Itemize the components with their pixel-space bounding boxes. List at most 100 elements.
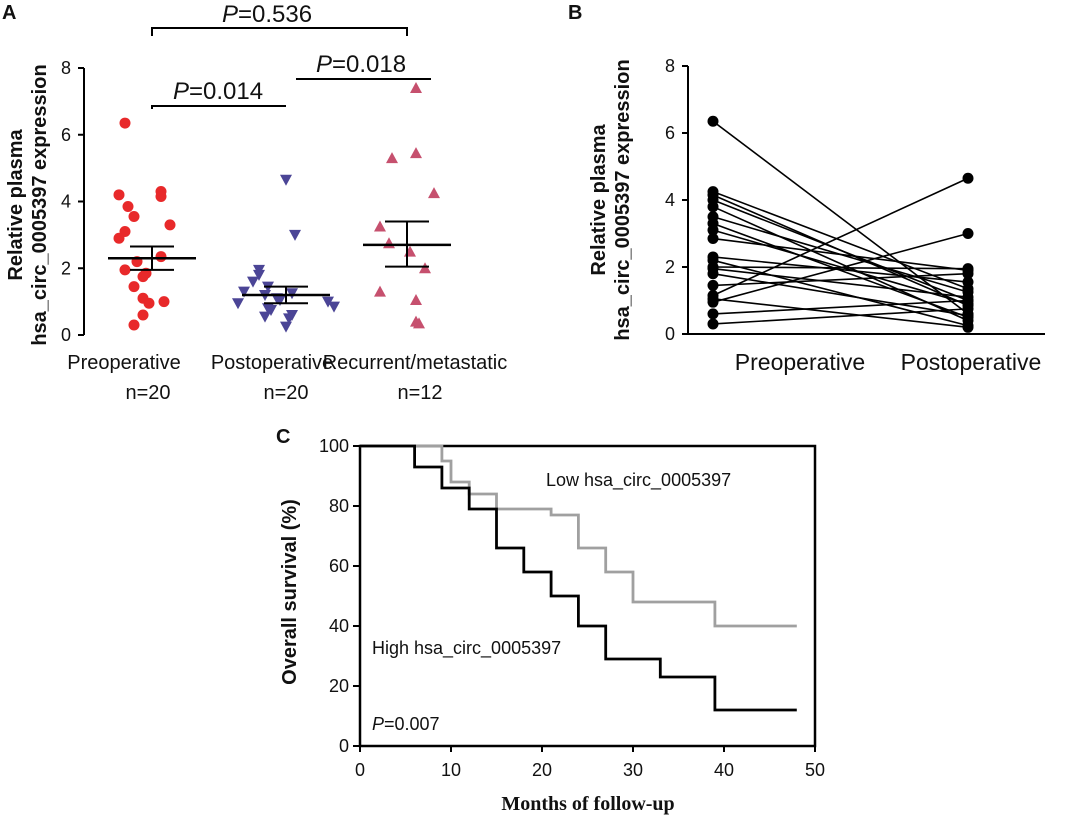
postoperative-point: [289, 229, 301, 241]
x-tick-label: 50: [805, 760, 825, 780]
recurrent-point: [383, 237, 395, 249]
postoperative-point: [280, 174, 292, 186]
bracket-pre-vs-post: [151, 105, 286, 109]
panel-a-letter: A: [2, 2, 16, 24]
preoperative-point: [128, 319, 140, 331]
y-tick-label: 100: [319, 436, 349, 456]
panel-c-letter: C: [276, 426, 290, 448]
preoperative-point: [155, 190, 167, 202]
recurrent-point: [413, 317, 425, 329]
postoperative-point: [962, 295, 974, 306]
y-tick-label: 8: [61, 58, 71, 78]
postoperative-point: [247, 276, 259, 288]
preoperative-point: [128, 211, 140, 223]
pair-line: [712, 256, 969, 283]
y-tick-label: 0: [61, 325, 71, 345]
preoperative-point: [119, 117, 131, 129]
pair-line: [712, 267, 969, 298]
pair-line: [712, 272, 969, 287]
pvalue-italic-p: P: [173, 78, 189, 105]
postoperative-point: [322, 296, 334, 308]
y-tick-label: 60: [329, 556, 349, 576]
y-tick-label: 4: [665, 190, 675, 210]
preoperative-point: [707, 201, 719, 213]
panel-c-survival: Overall survival (%) 0 20 40 60 80 100 0 10 20 30…: [279, 436, 825, 815]
panel-b-ylabel-line2: hsa_circ_0005397 expression: [612, 59, 634, 340]
preoperative-point: [158, 296, 170, 308]
x-tick-label: 0: [355, 760, 365, 780]
panel-c-plot-frame: [358, 444, 817, 748]
x-tick-label: 20: [532, 760, 552, 780]
y-tick-label: 0: [665, 324, 675, 344]
postoperative-point: [283, 313, 295, 325]
category-label: Preoperative: [735, 349, 865, 375]
preoperative-point: [707, 268, 719, 280]
pvalue-pre-vs-post: P=0.014: [173, 78, 263, 105]
panel-b-paired: Relative plasma hsa_circ_0005397 express…: [588, 56, 1045, 375]
preoperative-point: [113, 189, 125, 201]
preoperative-point: [137, 309, 149, 321]
pair-line: [712, 259, 969, 327]
category-n-label: n=20: [263, 382, 308, 404]
pvalue-post-vs-recurrent: P=0.018: [316, 51, 406, 78]
preoperative-point: [143, 297, 155, 309]
pair-line: [712, 299, 969, 315]
panel-b-ylabel-line1: Relative plasma: [588, 124, 610, 276]
preoperative-point: [155, 251, 167, 263]
preoperative-point: [707, 296, 719, 308]
preoperative-point: [707, 115, 719, 127]
category-label: Preoperative: [67, 352, 180, 374]
postoperative-point: [962, 276, 974, 288]
recurrent-point: [404, 245, 416, 257]
category-n-label: n=20: [125, 382, 170, 404]
y-tick-label: 0: [339, 736, 349, 756]
y-tick-label: 2: [61, 258, 71, 278]
preoperative-point: [707, 318, 719, 330]
category-n-label: n=12: [397, 382, 442, 404]
category-label: Postoperative: [901, 349, 1042, 375]
pvalue-number: =0.536: [238, 1, 312, 28]
preoperative-point: [707, 224, 719, 236]
legend-low-label: Low hsa_circ_0005397: [546, 470, 731, 491]
pair-line: [712, 298, 969, 329]
pvalue-italic-p: P: [222, 1, 238, 28]
y-tick-label: 80: [329, 496, 349, 516]
high-survival-curve: [360, 444, 797, 712]
preoperative-point: [707, 233, 719, 245]
postoperative-point: [265, 304, 277, 316]
pair-line: [712, 229, 969, 305]
recurrent-point: [410, 82, 422, 94]
postoperative-point: [232, 298, 244, 310]
pvalue-pre-vs-recurrent: P=0.536: [222, 1, 312, 28]
pair-line: [712, 199, 969, 302]
pair-line: [712, 272, 969, 317]
postoperative-point: [259, 311, 271, 323]
pvalue-number: =0.014: [189, 78, 263, 105]
postoperative-point: [280, 321, 292, 333]
recurrent-point: [374, 220, 386, 232]
category-label: Recurrent/metastatic: [323, 352, 508, 374]
preoperative-point: [122, 201, 134, 213]
pvalue-italic-p: P: [316, 51, 332, 78]
low-survival-curve: [360, 444, 797, 628]
recurrent-point: [419, 262, 431, 274]
preoperative-point: [119, 264, 131, 276]
pair-line: [712, 308, 969, 325]
y-tick-label: 40: [329, 616, 349, 636]
pair-line: [712, 177, 969, 297]
preoperative-point: [113, 232, 125, 244]
postoperative-point: [253, 269, 265, 281]
category-label: Postoperative: [211, 352, 333, 374]
preoperative-point: [137, 271, 149, 283]
legend-high-label: High hsa_circ_0005397: [372, 638, 561, 659]
postoperative-point: [238, 286, 250, 298]
pvalue-italic-p: P: [372, 714, 384, 734]
pvalue-survival: P=0.007: [372, 714, 440, 734]
postoperative-point: [962, 303, 974, 315]
preoperative-point: [164, 219, 176, 231]
pair-line: [712, 190, 969, 290]
y-tick-label: 8: [665, 56, 675, 76]
bracket-pre-vs-recurrent: [151, 27, 408, 36]
recurrent-point: [374, 285, 386, 297]
preoperative-point: [128, 281, 140, 293]
